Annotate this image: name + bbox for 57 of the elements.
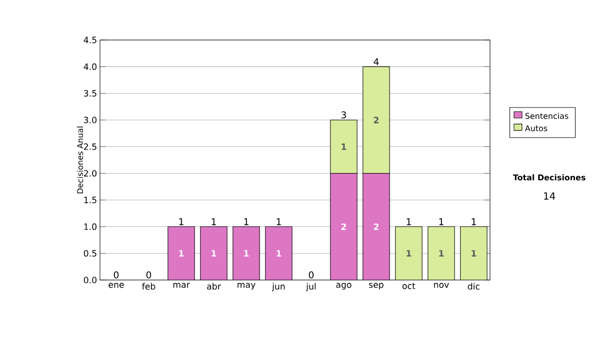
- bar: [395, 226, 422, 280]
- bar: [200, 226, 228, 280]
- total-label: 1: [212, 218, 216, 226]
- total-label: 0: [114, 271, 119, 278]
- y-tick-label: 0.0: [84, 276, 96, 284]
- bar: [362, 66, 390, 174]
- total-label: 1: [406, 218, 411, 226]
- bar: [232, 226, 260, 280]
- x-tick-label: jun: [272, 282, 285, 292]
- total-label: 1: [472, 218, 476, 226]
- total-label: 1: [276, 218, 281, 226]
- data-label: 1: [244, 250, 249, 256]
- x-tick-label: sep: [369, 282, 384, 290]
- x-tick-label: nov: [434, 282, 449, 288]
- x-tick-label: oct: [402, 282, 416, 290]
- y-tick-label: 1.5: [84, 196, 96, 204]
- x-tick-label: jul: [306, 282, 316, 292]
- y-tick-label: 1.0: [84, 223, 96, 230]
- data-label: 2: [374, 116, 378, 124]
- bar: [330, 120, 358, 174]
- x-tick-label: abr: [207, 282, 221, 290]
- y-tick-label: 3.0: [84, 116, 96, 124]
- y-tick-label: 4.0: [84, 63, 96, 70]
- x-tick-label: may: [238, 282, 256, 290]
- text: 14: [544, 192, 556, 200]
- data-label: 1: [179, 250, 184, 256]
- y-tick-label: 2.0: [84, 170, 96, 177]
- data-label: 1: [342, 144, 346, 150]
- data-label: 2: [374, 223, 378, 230]
- x-tick-label: feb: [142, 282, 156, 290]
- y-tick-label: 0.5: [84, 250, 96, 257]
- total-label: 3: [342, 111, 346, 118]
- y-tick-label: 4.5: [84, 36, 96, 44]
- total-label: 1: [439, 218, 444, 226]
- x-tick-label: mar: [173, 282, 190, 288]
- data-label: 1: [212, 250, 216, 256]
- data-label: 1: [276, 250, 282, 256]
- total-label: 0: [308, 271, 314, 278]
- x-tick-label: ene: [108, 282, 124, 288]
- total-label: 4: [374, 58, 379, 66]
- x-tick-label: ago: [336, 282, 352, 290]
- x-tick-label: dic: [468, 282, 480, 290]
- bar: [428, 226, 455, 280]
- data-label: 1: [406, 250, 412, 256]
- bar: [362, 173, 390, 280]
- data-label: 2: [341, 223, 346, 230]
- total-label: 1: [179, 218, 184, 226]
- total-label: 1: [244, 218, 248, 226]
- data-label: 1: [472, 250, 476, 256]
- bar: [460, 226, 488, 280]
- bar: [330, 173, 358, 280]
- data-label: 1: [439, 250, 444, 256]
- y-tick-label: 2.5: [84, 143, 96, 150]
- y-tick-label: 3.5: [84, 90, 96, 97]
- bar: [168, 226, 195, 280]
- bar: [265, 226, 292, 280]
- total-label: 0: [146, 271, 152, 278]
